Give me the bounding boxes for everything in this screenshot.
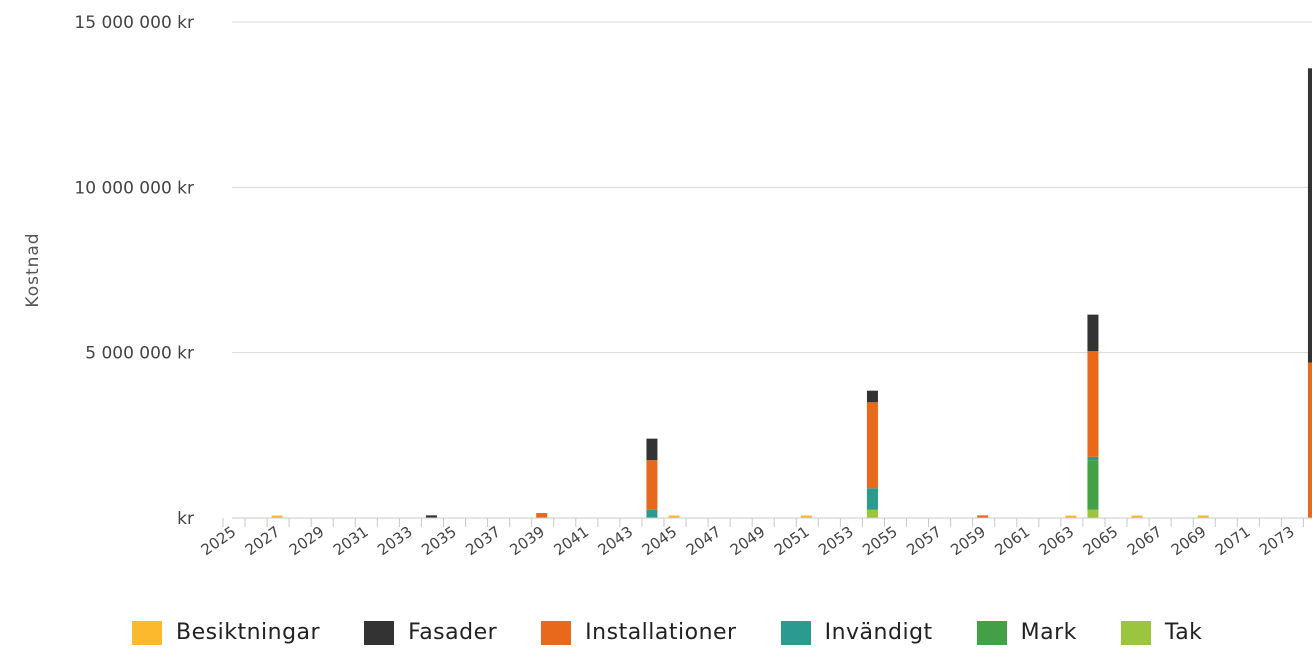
x-axis: 2025 2027 2029 2031 2033 2035 2037 2039 2041 2043…	[198, 517, 1312, 560]
x-tick-label: 2061	[991, 523, 1033, 560]
x-tick-label: 2035	[418, 523, 460, 560]
y-tick-label: kr	[177, 509, 194, 529]
bar-segment	[1087, 314, 1099, 352]
x-tick-label: 2051	[771, 523, 813, 560]
bars	[271, 68, 1312, 518]
bar-segment	[1197, 515, 1209, 518]
x-tick-label: 2043	[595, 523, 637, 560]
x-tick-label: 2059	[947, 523, 989, 560]
legend-label: Invändigt	[824, 620, 933, 645]
legend-item[interactable]: Besiktningar	[132, 620, 320, 645]
legend-swatch	[976, 620, 1007, 645]
bar-segment	[866, 390, 878, 403]
bar-segment	[1131, 515, 1143, 518]
x-tick-label: 2029	[286, 523, 328, 560]
x-tick-label: 2045	[639, 523, 681, 560]
y-tick-label: 5 000 000 kr	[85, 344, 194, 364]
x-tick-label: 2025	[198, 523, 240, 560]
legend-swatch	[132, 620, 162, 645]
y-axis-label: Kostnad	[23, 232, 43, 307]
legend-item[interactable]: Invändigt	[780, 620, 933, 645]
x-tick-label: 2033	[374, 523, 416, 560]
bar-segment	[866, 488, 878, 510]
grid-lines	[232, 21, 1312, 354]
bar-segment	[425, 515, 437, 518]
bar-segment	[977, 515, 989, 518]
x-tick-label: 2039	[506, 523, 548, 560]
bar-segment	[1087, 509, 1099, 518]
bar-segment	[866, 509, 878, 518]
x-tick-label: 2041	[550, 523, 592, 560]
legend-item[interactable]: Tak	[1120, 620, 1203, 645]
bar-segment	[800, 515, 812, 518]
x-tick-label: 2053	[815, 523, 857, 560]
legend-label: Installationer	[585, 620, 737, 645]
legend-swatch	[541, 620, 572, 645]
legend-label: Fasader	[408, 620, 498, 645]
bar-segment	[646, 509, 658, 518]
x-tick-label: 2067	[1124, 523, 1166, 560]
bar-segment	[646, 460, 658, 510]
y-axis-tick-labels: kr 5 000 000 kr 10 000 000 kr 15 000 000 kr	[74, 13, 194, 529]
x-tick-label: 2037	[462, 523, 504, 560]
x-tick-label: 2057	[903, 523, 945, 560]
bar-segment	[668, 515, 680, 518]
y-tick-label: 15 000 000 kr	[74, 13, 194, 33]
legend-label: Mark	[1020, 620, 1077, 645]
x-tick-label: 2047	[683, 523, 725, 560]
legend-swatch	[364, 620, 395, 645]
bar-segment	[1087, 460, 1099, 510]
bar-segment	[271, 515, 283, 518]
y-tick-label: 10 000 000 kr	[74, 178, 194, 198]
x-tick-label: 2031	[330, 523, 372, 560]
bar-segment	[1065, 515, 1077, 518]
bar-segment	[1087, 456, 1099, 461]
bar-segment	[536, 513, 548, 518]
bar-segment	[866, 402, 878, 489]
x-tick-label: 2055	[859, 523, 901, 560]
x-tick-label: 2063	[1036, 523, 1078, 560]
legend-label: Tak	[1164, 620, 1203, 645]
legend-item[interactable]: Fasader	[364, 620, 497, 645]
legend: Besiktningar Fasader Installationer Invändi…	[132, 620, 1246, 645]
legend-swatch	[1120, 620, 1151, 645]
x-tick-label: 2069	[1168, 523, 1210, 560]
legend-item[interactable]: Mark	[976, 620, 1077, 645]
x-tick-label: 2049	[727, 523, 769, 560]
x-tick-label: 2071	[1212, 523, 1254, 560]
bar-segment	[1307, 68, 1312, 363]
bar-segment	[646, 438, 658, 461]
bar-segment	[1307, 362, 1312, 518]
legend-item[interactable]: Installationer	[541, 620, 736, 645]
legend-label: Besiktningar	[176, 620, 321, 645]
x-tick-label: 2065	[1080, 523, 1122, 560]
bar-segment	[1087, 351, 1099, 457]
x-tick-label: 2027	[242, 523, 284, 560]
legend-swatch	[780, 620, 811, 645]
x-tick-label: 2073	[1256, 523, 1298, 560]
